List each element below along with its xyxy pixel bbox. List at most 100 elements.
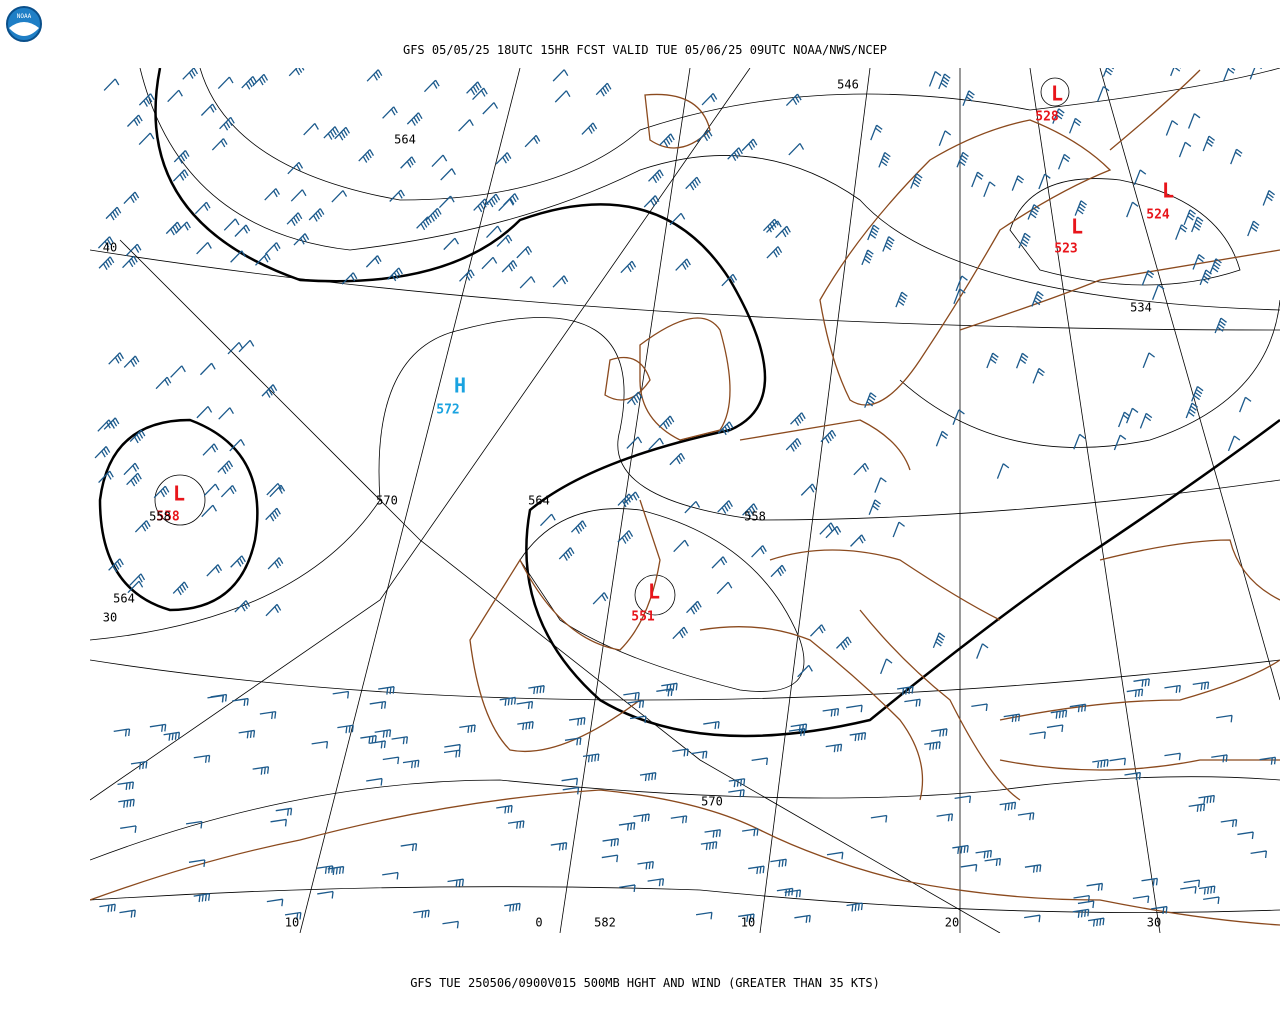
wind-barb bbox=[206, 564, 223, 577]
wind-barb bbox=[255, 253, 271, 266]
wind-barb bbox=[241, 76, 258, 90]
wind-barb bbox=[120, 825, 137, 833]
wind-barb bbox=[1139, 412, 1153, 429]
wind-barb bbox=[825, 743, 843, 753]
wind-barb bbox=[163, 731, 181, 741]
wind-barb bbox=[880, 658, 893, 675]
wind-barb bbox=[1073, 433, 1086, 450]
wind-barb bbox=[1175, 224, 1188, 240]
wind-barb bbox=[108, 558, 124, 573]
contour-label: 564 bbox=[394, 133, 416, 147]
wind-barb bbox=[265, 603, 282, 617]
wind-barb bbox=[870, 814, 888, 823]
wind-barb bbox=[986, 352, 999, 369]
wind-barb bbox=[459, 269, 475, 282]
wind-barb bbox=[1015, 352, 1029, 369]
wind-barb bbox=[217, 76, 234, 89]
wind-barb bbox=[1003, 713, 1021, 723]
wind-barb bbox=[119, 909, 136, 918]
wind-barb bbox=[400, 156, 416, 169]
contour-label: 564 bbox=[528, 494, 550, 508]
wind-barb bbox=[1214, 317, 1227, 334]
wind-barb bbox=[738, 913, 755, 923]
wind-barb bbox=[108, 352, 124, 365]
center-value: 528 bbox=[1035, 110, 1059, 125]
wind-barb bbox=[558, 547, 575, 561]
wind-barb bbox=[626, 436, 643, 449]
wind-barb bbox=[1183, 879, 1201, 888]
wind-barb bbox=[288, 68, 305, 77]
wind-barb bbox=[103, 78, 120, 91]
wind-barb bbox=[210, 693, 228, 703]
wind-barb bbox=[1222, 68, 1236, 82]
wind-barb bbox=[1102, 68, 1115, 77]
wind-barb bbox=[266, 898, 284, 907]
coastlines bbox=[90, 69, 1280, 926]
wind-barb bbox=[790, 412, 806, 426]
wind-barb bbox=[1032, 367, 1045, 384]
contour-label: 564 bbox=[113, 592, 135, 606]
wind-barb bbox=[1170, 68, 1182, 77]
wind-barb bbox=[1141, 877, 1158, 886]
wind-barb bbox=[252, 73, 269, 87]
wind-barb bbox=[517, 721, 534, 731]
wind-barb bbox=[200, 103, 217, 116]
wind-barb bbox=[1018, 232, 1031, 249]
center-symbol: L bbox=[1162, 179, 1174, 203]
wind-barb bbox=[935, 430, 949, 447]
grid-label: 20 bbox=[945, 916, 959, 930]
wind-barb bbox=[270, 818, 288, 827]
wind-barb bbox=[696, 129, 713, 143]
wind-barb bbox=[1074, 200, 1087, 216]
wind-barb bbox=[1088, 917, 1105, 927]
grid-label: 30 bbox=[103, 611, 117, 625]
wind-barb bbox=[1086, 882, 1104, 891]
wind-barb bbox=[936, 813, 954, 822]
wind-barb bbox=[728, 789, 745, 798]
grid-label: 40 bbox=[103, 241, 117, 255]
wind-barb bbox=[618, 822, 636, 831]
wind-barb bbox=[138, 132, 155, 145]
wind-barb bbox=[1262, 190, 1275, 206]
wind-barb bbox=[167, 89, 183, 103]
wind-barb bbox=[199, 362, 216, 376]
wind-barb bbox=[1038, 173, 1051, 190]
wind-barb bbox=[378, 686, 395, 695]
wind-barb bbox=[659, 133, 675, 148]
wind-barb bbox=[983, 181, 996, 198]
wind-barb bbox=[874, 477, 887, 493]
wind-barb bbox=[365, 255, 382, 268]
wind-barb bbox=[895, 291, 908, 308]
wind-barb bbox=[716, 581, 733, 595]
wind-barb bbox=[788, 728, 806, 737]
wind-barb bbox=[1239, 396, 1252, 413]
wind-barb bbox=[1192, 254, 1205, 270]
wind-barb bbox=[524, 134, 541, 148]
wind-barb bbox=[1024, 914, 1041, 923]
wind-barb bbox=[1072, 908, 1090, 918]
contour-label: 582 bbox=[594, 916, 616, 930]
wind-barb bbox=[717, 421, 734, 436]
wind-barb bbox=[727, 147, 743, 162]
wind-barb bbox=[219, 116, 235, 131]
wind-barb bbox=[341, 272, 358, 285]
wind-barb bbox=[293, 233, 310, 246]
wind-barb bbox=[308, 208, 325, 222]
wind-barb bbox=[413, 909, 430, 919]
wind-barb bbox=[234, 224, 251, 237]
wind-barb bbox=[564, 737, 582, 746]
center-value: 572 bbox=[436, 403, 459, 418]
wind-barb bbox=[846, 902, 864, 912]
wind-barb bbox=[617, 530, 634, 544]
wind-barb bbox=[623, 491, 640, 504]
wind-barb bbox=[230, 250, 246, 263]
wind-barb bbox=[1109, 757, 1126, 766]
wind-barb bbox=[561, 777, 579, 786]
wind-barb bbox=[203, 483, 220, 497]
wind-barb bbox=[931, 728, 948, 737]
grid-label: 0 bbox=[535, 916, 542, 930]
wind-barb bbox=[265, 507, 281, 522]
wind-barb bbox=[211, 138, 228, 151]
wind-barb bbox=[1092, 758, 1109, 769]
wind-barb bbox=[366, 69, 383, 82]
